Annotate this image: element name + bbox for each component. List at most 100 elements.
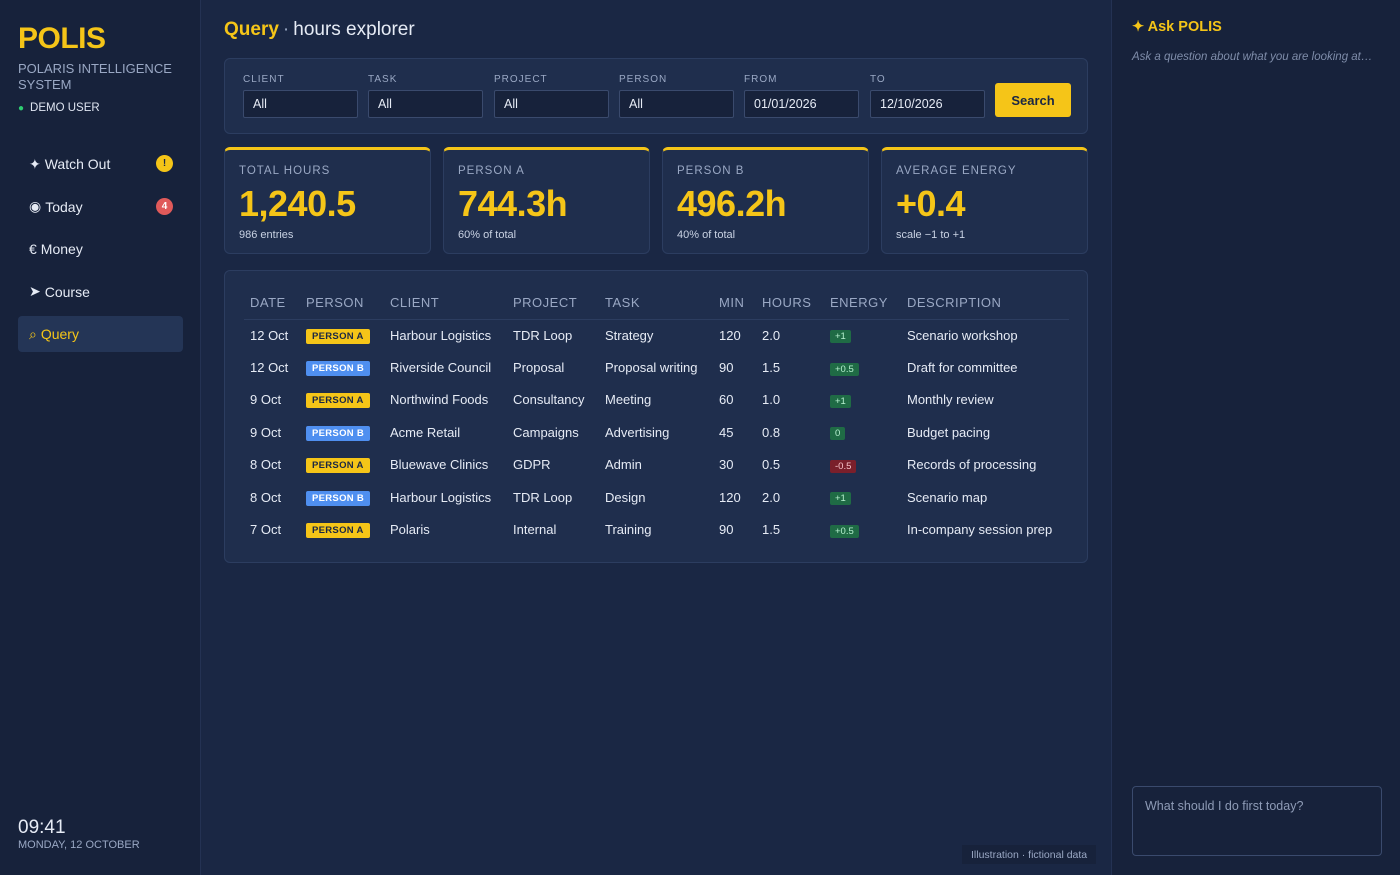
search-button[interactable]: Search <box>995 83 1071 117</box>
stat-card-person-a: PERSON A 744.3h 60% of total <box>443 147 650 254</box>
user-status[interactable]: ● DEMO USER <box>18 102 100 114</box>
person-select[interactable]: All <box>619 90 734 118</box>
column-header[interactable]: PERSON <box>300 287 384 320</box>
cell-energy: +0.5 <box>824 513 901 545</box>
sidebar-item-today[interactable]: ◉ Today 4 <box>18 189 183 225</box>
cell-task: Proposal writing <box>605 360 698 376</box>
cell-project: Internal <box>513 522 557 538</box>
cell-date: 8 Oct <box>250 457 282 473</box>
sidebar-item-course[interactable]: ➤ Course <box>18 274 183 310</box>
column-header[interactable]: ENERGY <box>824 287 901 320</box>
person-pill: PERSON B <box>306 425 371 441</box>
cell-description: Draft for committee <box>907 360 1018 376</box>
energy-badge: 0 <box>830 427 846 441</box>
column-header[interactable]: TASK <box>599 287 713 320</box>
table-row[interactable]: 7 Oct PERSON A Polaris Internal Training 90 1.… <box>244 513 1069 545</box>
stat-value: 744.3h <box>458 183 568 224</box>
column-header[interactable]: MIN <box>713 287 756 320</box>
cell-energy: +0.5 <box>824 351 901 383</box>
cell-energy: +1 <box>824 319 901 351</box>
filter-label: CLIENT <box>243 74 285 85</box>
column-header[interactable]: HOURS <box>756 287 824 320</box>
to-date-input[interactable]: 12/10/2026 <box>870 90 985 118</box>
footnote: Illustration · fictional data <box>962 845 1097 864</box>
person-pill: PERSON B <box>306 490 371 506</box>
cell-date: 12 Oct <box>250 327 289 343</box>
cell-person: PERSON A <box>300 319 384 351</box>
cell-date: 8 Oct <box>250 489 282 505</box>
stat-card-average-energy: AVERAGE ENERGY +0.4 scale −1 to +1 <box>881 147 1088 254</box>
table-row[interactable]: 12 Oct PERSON A Harbour Logistics TDR Loop S… <box>244 319 1069 351</box>
hours-table: DATE PERSON CLIENT PROJECT TASK MIN HOUR… <box>244 287 1069 546</box>
assistant-hint: Ask a question about what you are lookin… <box>1132 51 1373 63</box>
cell-task: Meeting <box>605 392 652 408</box>
table-row[interactable]: 9 Oct PERSON B Acme Retail Campaigns Adverti… <box>244 416 1069 448</box>
table-row[interactable]: 8 Oct PERSON B Harbour Logistics TDR Loop De… <box>244 481 1069 513</box>
cell-energy: +1 <box>824 384 901 416</box>
stat-sub: 986 entries <box>239 229 294 241</box>
sidebar-item-money[interactable]: € Money <box>18 231 183 267</box>
stat-label: PERSON B <box>677 165 745 177</box>
cell-person: PERSON B <box>300 481 384 513</box>
stat-value: +0.4 <box>896 183 966 224</box>
cell-task: Advertising <box>605 424 670 440</box>
filter-client: CLIENT All <box>243 74 358 118</box>
sidebar-item-label: Course <box>44 283 90 300</box>
app-logo[interactable]: POLIS <box>18 22 106 55</box>
stat-label: AVERAGE ENERGY <box>896 165 1017 177</box>
count-badge: 4 <box>156 197 173 215</box>
cell-hours: 0.8 <box>762 424 781 440</box>
person-pill: PERSON A <box>306 523 370 539</box>
column-header[interactable]: CLIENT <box>384 287 507 320</box>
filter-project: PROJECT All <box>494 74 609 118</box>
table-row[interactable]: 8 Oct PERSON A Bluewave Clinics GDPR Admin 30… <box>244 449 1069 481</box>
column-header[interactable]: PROJECT <box>507 287 599 320</box>
filter-label: TO <box>870 74 886 85</box>
table-row[interactable]: 12 Oct PERSON B Riverside Council Proposal P… <box>244 351 1069 383</box>
cell-hours: 1.0 <box>762 392 781 408</box>
filter-label: FROM <box>744 74 778 85</box>
cell-project: Consultancy <box>513 392 585 408</box>
cell-task: Strategy <box>605 327 654 343</box>
stat-card-person-b: PERSON B 496.2h 40% of total <box>662 147 869 254</box>
arrow-right-icon: ➤ <box>29 283 41 300</box>
sidebar-item-label: Query <box>40 326 79 343</box>
cell-description: Budget pacing <box>907 424 991 440</box>
energy-badge: +0.5 <box>830 524 859 538</box>
cell-person: PERSON B <box>300 351 384 383</box>
client-select[interactable]: All <box>243 90 358 118</box>
sidebar-item-query[interactable]: ⌕ Query <box>18 316 183 353</box>
cell-task: Training <box>605 522 652 538</box>
page-title-rest: hours explorer <box>293 19 415 40</box>
stat-sub: 40% of total <box>677 229 736 241</box>
person-pill: PERSON B <box>306 361 371 377</box>
table-row[interactable]: 9 Oct PERSON A Northwind Foods Consultancy M… <box>244 384 1069 416</box>
cell-description: Records of processing <box>907 457 1037 473</box>
project-select[interactable]: All <box>494 90 609 118</box>
column-header[interactable]: DESCRIPTION <box>901 287 1069 320</box>
task-select[interactable]: All <box>368 90 483 118</box>
assistant-panel: ✦ Ask POLIS Ask a question about what yo… <box>1111 0 1400 875</box>
cell-person: PERSON B <box>300 416 384 448</box>
from-date-input[interactable]: 01/01/2026 <box>744 90 859 118</box>
energy-badge: +1 <box>830 394 851 408</box>
cell-energy: -0.5 <box>824 449 901 481</box>
sidebar-item-label: Today <box>45 198 83 215</box>
sidebar-item-watch-out[interactable]: ✦ Watch Out ! <box>18 146 183 182</box>
column-header[interactable]: DATE <box>244 287 300 320</box>
cell-hours: 2.0 <box>762 489 781 505</box>
cell-client: Harbour Logistics <box>390 327 492 343</box>
cell-description: In-company session prep <box>907 522 1053 538</box>
filter-from: FROM 01/01/2026 <box>744 74 859 118</box>
cell-min: 30 <box>719 457 734 473</box>
cell-min: 45 <box>719 424 734 440</box>
cell-client: Riverside Council <box>390 360 492 376</box>
search-icon: ⌕ <box>29 325 37 342</box>
cell-description: Scenario workshop <box>907 327 1018 343</box>
online-dot-icon: ● <box>18 103 25 114</box>
assistant-question-input[interactable]: What should I do first today? <box>1132 786 1382 856</box>
sidebar: POLIS POLARIS INTELLIGENCE SYSTEM ● DEMO … <box>0 0 201 875</box>
cell-hours: 1.5 <box>762 360 781 376</box>
cell-project: TDR Loop <box>513 489 573 505</box>
cell-energy: +1 <box>824 481 901 513</box>
